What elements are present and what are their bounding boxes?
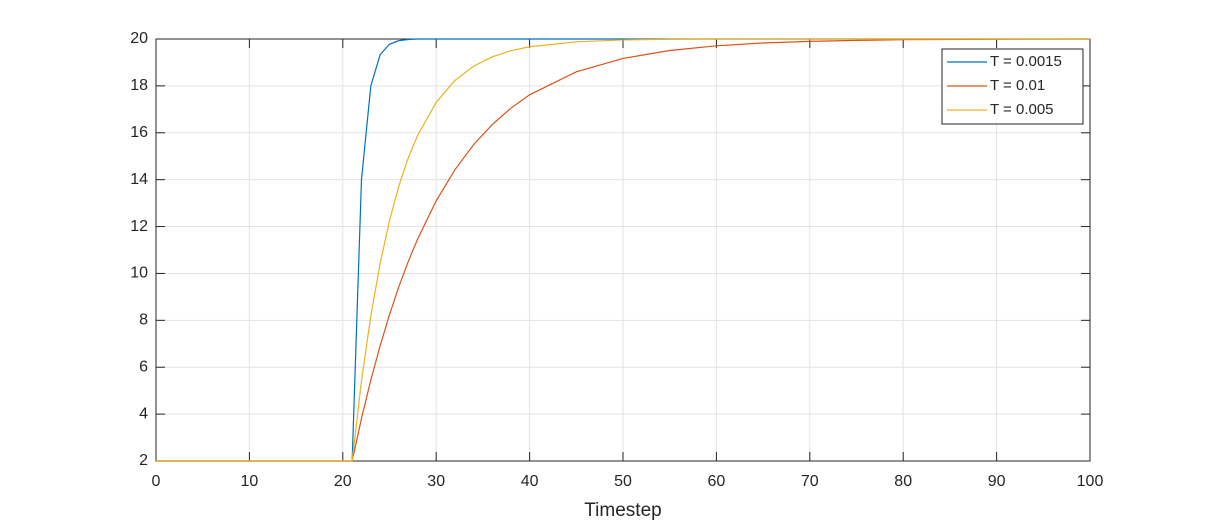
x-tick-label: 100 — [1077, 473, 1104, 490]
x-tick-label: 90 — [988, 473, 1006, 490]
legend-label: T = 0.0015 — [990, 53, 1062, 70]
x-tick-label: 0 — [152, 473, 161, 490]
y-tick-label: 16 — [130, 124, 148, 141]
x-tick-label: 40 — [521, 473, 539, 490]
x-tick-label: 60 — [708, 473, 726, 490]
series-line — [156, 38, 1090, 462]
y-tick-label: 6 — [139, 358, 148, 375]
y-tick-label: 10 — [130, 265, 148, 282]
y-tick-label: 12 — [130, 218, 148, 235]
x-tick-label: 50 — [614, 473, 632, 490]
y-tick-label: 4 — [139, 405, 148, 422]
y-tick-label: 2 — [139, 452, 148, 469]
x-tick-label: 30 — [427, 473, 445, 490]
y-tick-label: 8 — [139, 312, 148, 329]
x-tick-label: 20 — [334, 473, 352, 490]
x-tick-label: 80 — [894, 473, 912, 490]
x-axis-label: Timestep — [584, 500, 661, 521]
y-tick-label: 18 — [130, 77, 148, 94]
legend-label: T = 0.01 — [990, 77, 1045, 94]
y-tick-label: 20 — [130, 30, 148, 47]
x-tick-label: 70 — [801, 473, 819, 490]
x-tick-label: 10 — [241, 473, 259, 490]
y-tick-label: 14 — [130, 171, 148, 188]
legend-label: T = 0.005 — [990, 101, 1054, 118]
